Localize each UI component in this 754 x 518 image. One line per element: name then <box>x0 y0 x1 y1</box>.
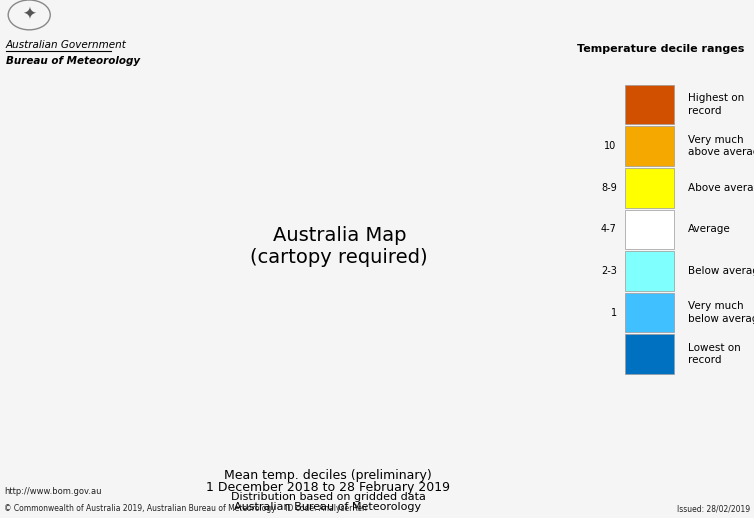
Text: Below average: Below average <box>688 266 754 276</box>
Text: 8-9: 8-9 <box>601 183 617 193</box>
Text: 10: 10 <box>605 141 617 151</box>
Text: Average: Average <box>688 224 731 234</box>
Text: Australian Government: Australian Government <box>6 40 127 50</box>
Text: Australia Map
(cartopy required): Australia Map (cartopy required) <box>250 225 428 267</box>
Text: Highest on
record: Highest on record <box>688 93 744 116</box>
Bar <box>625 168 674 208</box>
Text: 4-7: 4-7 <box>601 224 617 234</box>
Bar <box>625 335 674 374</box>
Text: © Commonwealth of Australia 2019, Australian Bureau of Meteorology    ID code: A: © Commonwealth of Australia 2019, Austra… <box>4 505 366 513</box>
Text: 2-3: 2-3 <box>601 266 617 276</box>
Text: 1: 1 <box>611 308 617 318</box>
Bar <box>625 293 674 333</box>
Text: http://www.bom.gov.au: http://www.bom.gov.au <box>4 487 101 496</box>
Text: Temperature decile ranges: Temperature decile ranges <box>577 45 744 54</box>
Text: Issued: 28/02/2019: Issued: 28/02/2019 <box>677 505 750 513</box>
Bar <box>625 85 674 124</box>
Text: Bureau of Meteorology: Bureau of Meteorology <box>6 55 140 66</box>
Bar <box>625 251 674 291</box>
Text: Very much
above average: Very much above average <box>688 135 754 157</box>
Text: Very much
below average: Very much below average <box>688 301 754 324</box>
Text: ✦: ✦ <box>23 6 36 24</box>
Text: Above average: Above average <box>688 183 754 193</box>
Bar <box>625 210 674 249</box>
Text: Mean temp. deciles (preliminary): Mean temp. deciles (preliminary) <box>224 469 432 482</box>
Text: Distribution based on gridded data: Distribution based on gridded data <box>231 492 425 502</box>
Text: Australian Bureau of Meteorology: Australian Bureau of Meteorology <box>234 502 421 512</box>
Text: Lowest on
record: Lowest on record <box>688 343 740 365</box>
Bar <box>625 126 674 166</box>
Text: 1 December 2018 to 28 February 2019: 1 December 2018 to 28 February 2019 <box>206 481 450 494</box>
